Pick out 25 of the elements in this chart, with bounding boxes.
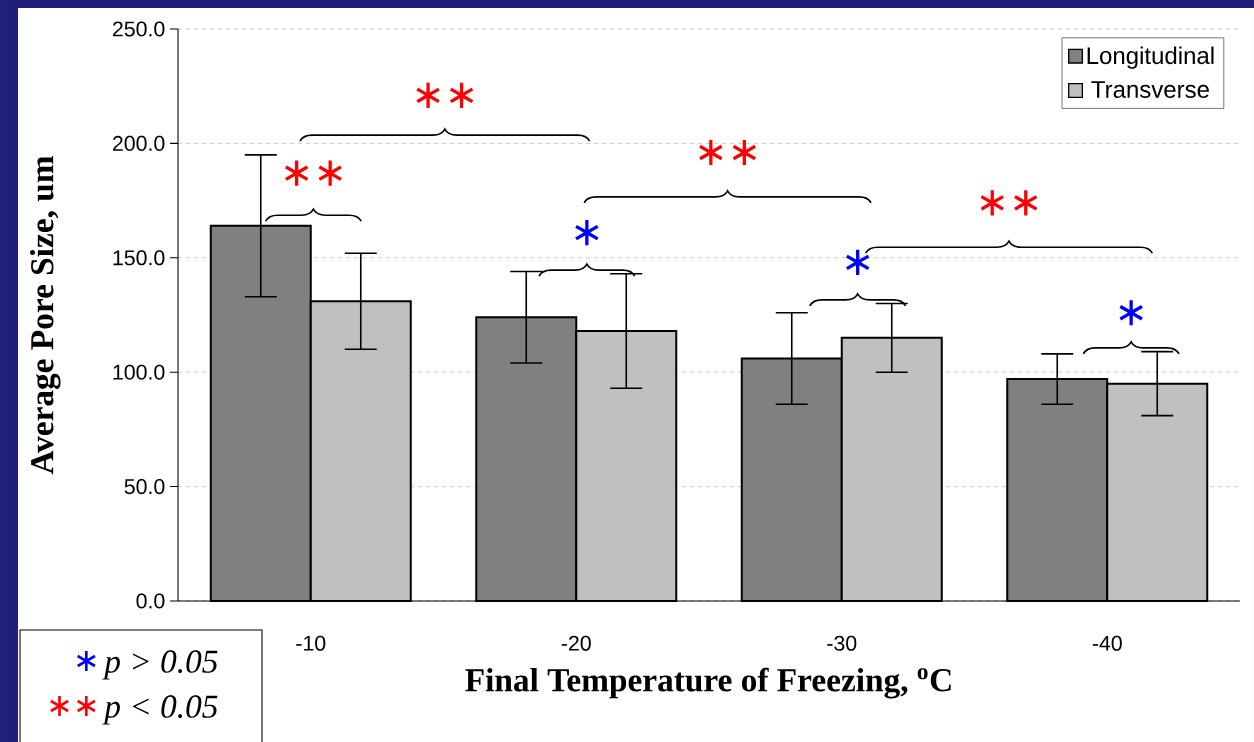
y-tick-label: 50.0 xyxy=(124,479,165,495)
y-tick-label: 250.0 xyxy=(112,21,165,37)
text: ∗ xyxy=(77,650,96,672)
x-tick-label: -20 xyxy=(561,635,591,651)
y-tick-label: 200.0 xyxy=(112,135,165,151)
text: ∗∗ xyxy=(50,695,96,717)
text: p > 0.05 xyxy=(102,650,218,680)
annotation: ∗∗ xyxy=(699,140,757,166)
text: p < 0.05 xyxy=(102,695,218,725)
legend-label: Longitudinal xyxy=(1087,46,1214,69)
x-tick-label: -40 xyxy=(1092,635,1122,651)
annotation: ∗∗ xyxy=(980,190,1038,216)
y-tick-label: 0.0 xyxy=(136,593,165,609)
legend-label: Transverse xyxy=(1091,81,1209,98)
y-tick-label: 150.0 xyxy=(113,250,165,266)
annotation: ∗ xyxy=(575,220,599,246)
annotation: ∗ xyxy=(846,249,870,275)
x-tick-label: -30 xyxy=(827,635,857,651)
y-axis-title: Average Pore Size, um xyxy=(30,156,61,475)
annotation: ∗∗ xyxy=(285,160,342,186)
x-axis-title: Final Temperature of Freezing, $^{o}$C xyxy=(465,667,951,699)
y-tick-label: 100.0 xyxy=(113,364,165,380)
annotation: ∗∗ xyxy=(416,82,474,108)
annotation: ∗ xyxy=(1119,300,1143,326)
x-tick-label: -10 xyxy=(296,635,326,651)
